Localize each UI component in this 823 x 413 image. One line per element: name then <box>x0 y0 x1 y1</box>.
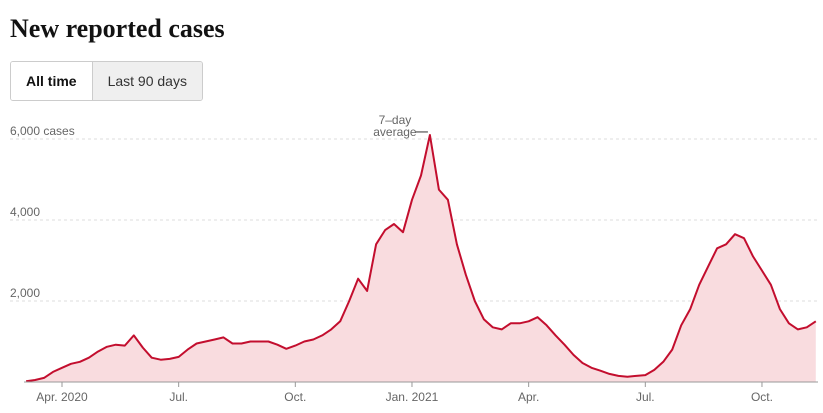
x-tick-label: Oct. <box>751 390 773 404</box>
y-tick-label: 4,000 <box>10 205 40 219</box>
x-tick-label: Jan. 2021 <box>386 390 439 404</box>
x-tick-label: Jul. <box>169 390 188 404</box>
line <box>25 134 817 383</box>
x-tick-label: Apr. <box>518 390 539 404</box>
area <box>26 135 816 382</box>
y-tick-label: 6,000 cases <box>10 124 75 138</box>
x-tick-label: Jul. <box>636 390 655 404</box>
tab[interactable]: Last 90 days <box>91 62 202 100</box>
annotation: average <box>373 125 417 139</box>
x-tick-label: Apr. 2020 <box>36 390 88 404</box>
y-tick-label: 2,000 <box>10 286 40 300</box>
x-tick-label: Oct. <box>284 390 306 404</box>
annotation: 7–day <box>379 113 412 127</box>
tab[interactable]: All time <box>11 62 92 100</box>
tab-group: All time Last 90 days <box>10 61 203 101</box>
chart-title: New reported cases <box>10 14 225 43</box>
